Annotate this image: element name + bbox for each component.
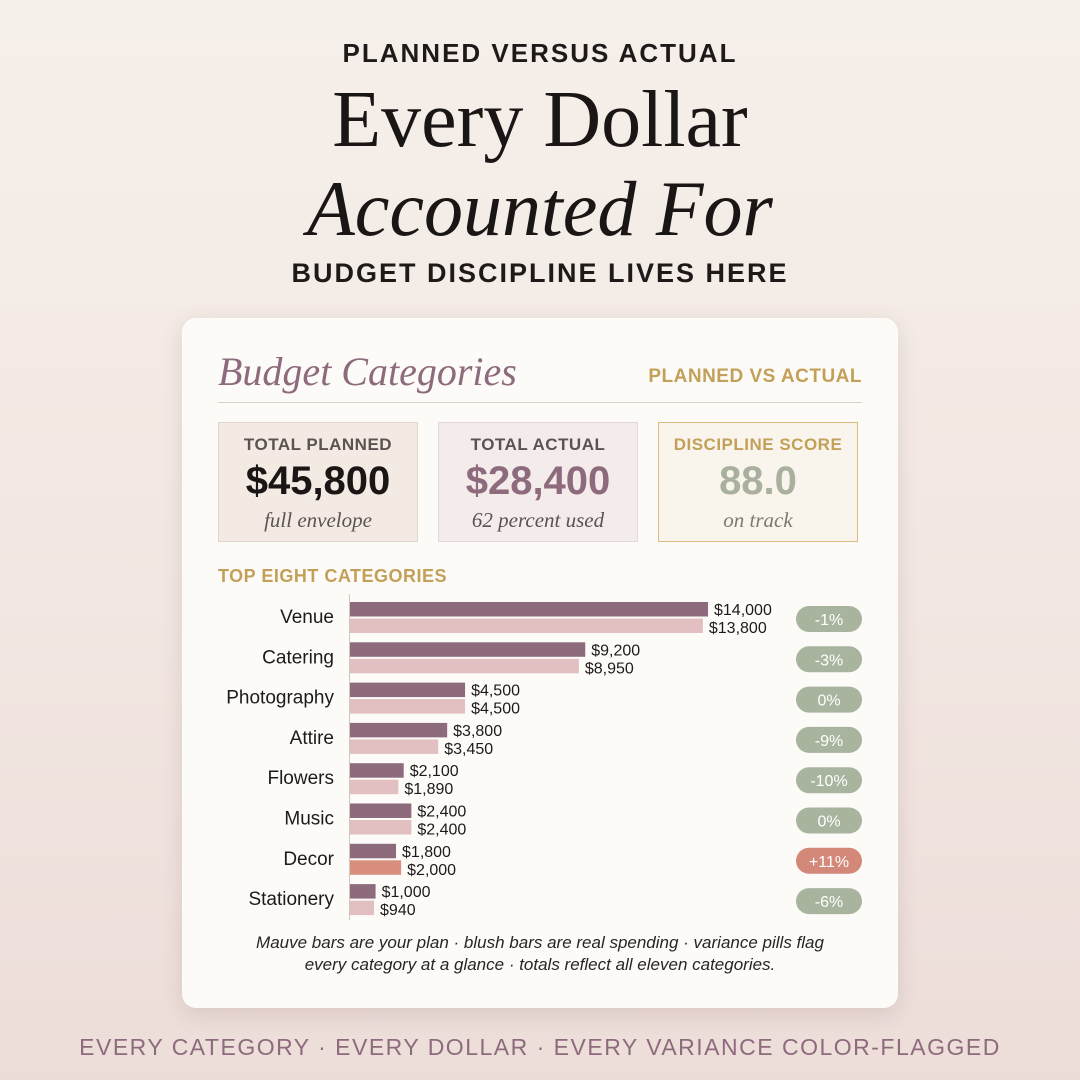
headline-line-1: Every Dollar [332,76,748,164]
headline-line-2: Accounted For [307,165,773,252]
variance-pill [796,767,862,794]
actual-value-label: $4,500 [471,701,520,718]
category-label: Photography [226,688,334,709]
variance-pill-label: -3% [815,652,843,669]
card-title: Budget Categories [218,349,517,394]
planned-value-label: $2,100 [410,763,459,780]
category-label: Stationery [248,889,334,910]
variance-pill [796,807,862,834]
variance-pill-label: +11% [809,854,849,871]
stat-value: 88.0 [719,459,797,503]
planned-value-label: $1,800 [402,844,451,861]
actual-bar [350,860,402,875]
stat-label: TOTAL PLANNED [243,435,393,454]
planned-bar [350,722,448,738]
caption-line-2: every category at a glance · totals refl… [304,955,776,975]
actual-value-label: $2,400 [417,822,466,839]
variance-pill-label: -1% [815,612,843,629]
section-label: TOP EIGHT CATEGORIES [218,566,448,586]
category-label: Venue [280,607,334,628]
stat-total-planned: TOTAL PLANNED $45,800 full envelope [218,422,418,542]
category-label: Catering [262,647,334,668]
planned-value-label: $4,500 [471,683,520,700]
category-label: Decor [283,849,334,870]
planned-value-label: $14,000 [714,602,772,619]
subhead: BUDGET DISCIPLINE LIVES HERE [291,258,789,288]
stat-total-actual: TOTAL ACTUAL $28,400 62 percent used [438,422,638,542]
variance-pill-label: -6% [815,894,843,911]
category-label: Music [284,809,334,830]
planned-value-label: $2,400 [417,804,466,821]
planned-bar [350,642,586,657]
variance-pill-label: 0% [817,693,840,710]
variance-pill [796,646,862,673]
planned-bar [350,843,397,859]
variance-pill [796,888,862,915]
category-bar-chart: Venue $14,000$13,800 -1% Catering $9,200$8,9… [226,594,862,921]
actual-value-label: $1,890 [404,781,453,798]
actual-bar [350,779,399,795]
stat-value: $45,800 [245,459,391,503]
stat-label: DISCIPLINE SCORE [673,435,843,454]
actual-value-label: $13,800 [709,620,767,637]
category-label: Attire [290,728,334,749]
planned-value-label: $9,200 [591,642,640,659]
chart-caption: Mauve bars are your plan · blush bars ar… [212,932,868,976]
footer-tagline: EVERY CATEGORY · EVERY DOLLAR · EVERY VA… [79,1034,1001,1060]
planned-value-label: $1,000 [382,884,431,901]
actual-bar [350,820,412,835]
variance-pill-label: -10% [810,773,847,790]
variance-pill [796,847,862,874]
actual-bar [350,618,703,633]
caption-line-1: Mauve bars are your plan · blush bars ar… [256,933,824,952]
actual-value-label: $2,000 [407,862,456,879]
actual-value-label: $940 [380,902,416,919]
stat-note: full envelope [264,508,372,532]
actual-bar [350,900,375,916]
planned-bar [350,763,404,778]
variance-pill [796,606,862,632]
actual-bar [350,739,439,754]
actual-value-label: $8,950 [585,660,634,677]
card-tag: PLANNED VS ACTUAL [648,366,862,387]
category-label: Flowers [267,768,334,789]
divider [218,402,862,403]
actual-bar [350,658,579,674]
variance-pill-label: 0% [817,814,840,831]
planned-bar [350,884,376,899]
variance-pill-label: -9% [815,733,843,750]
budget-card: Budget Categories PLANNED VS ACTUAL TOTA… [182,318,898,1008]
planned-bar [350,682,466,698]
stat-value: $28,400 [465,459,611,503]
eyebrow: PLANNED VERSUS ACTUAL [342,38,738,68]
stat-note: 62 percent used [471,508,605,532]
actual-value-label: $3,450 [444,741,493,758]
variance-pill [796,726,862,753]
stat-discipline-score: DISCIPLINE SCORE 88.0 on track [658,422,858,542]
stat-label: TOTAL ACTUAL [470,435,606,454]
planned-value-label: $3,800 [453,723,502,740]
variance-pill [796,686,862,713]
planned-bar [350,803,412,818]
stat-note: on track [723,508,793,532]
planned-bar [350,602,708,617]
actual-bar [350,699,466,714]
